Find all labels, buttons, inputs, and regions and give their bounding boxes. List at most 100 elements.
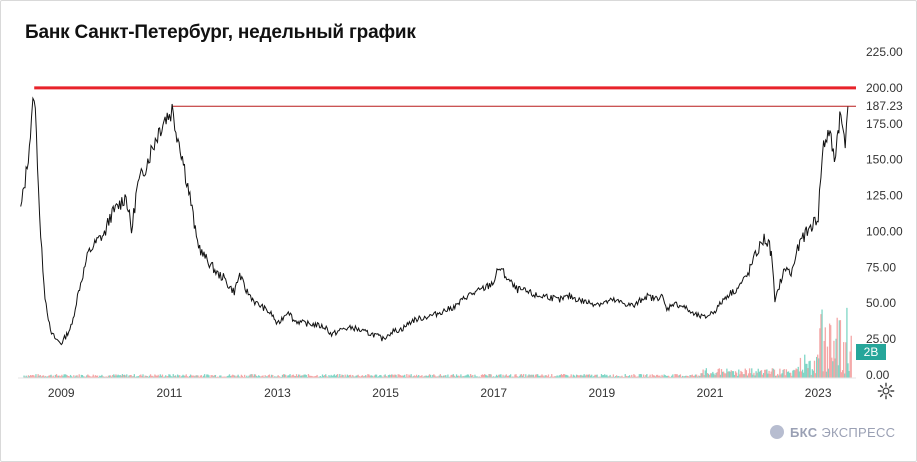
volume-bar: [386, 376, 389, 378]
volume-bar: [296, 376, 299, 378]
volume-bar: [725, 373, 727, 378]
volume-bar: [427, 375, 430, 378]
volume-bar: [728, 371, 730, 378]
volume-bar: [755, 371, 757, 378]
volume-bar: [739, 374, 741, 378]
volume-bar: [53, 376, 55, 378]
volume-bar: [512, 376, 514, 378]
volume-bar: [186, 376, 188, 378]
x-tick-label: 2019: [589, 386, 616, 400]
volume-bar: [438, 375, 440, 378]
volume-bar: [367, 374, 369, 378]
volume-bar: [583, 374, 585, 378]
volume-bar: [205, 376, 207, 378]
volume-bar: [405, 376, 407, 378]
volume-bar: [701, 373, 703, 378]
volume-bar: [682, 376, 685, 378]
volume-bar: [774, 375, 777, 378]
volume-bar: [707, 373, 710, 378]
volume-bar: [732, 371, 735, 378]
volume-bar: [815, 356, 818, 378]
volume-bar: [516, 376, 518, 378]
volume-bar: [366, 376, 368, 378]
volume-bar: [295, 374, 298, 378]
volume-bar: [577, 375, 579, 378]
volume-bar: [399, 375, 401, 378]
volume-bar: [56, 375, 59, 378]
volume-bar: [806, 363, 808, 378]
volume-bar: [400, 375, 403, 378]
volume-bar: [306, 376, 309, 378]
volume-bar: [638, 374, 640, 378]
volume-bar: [291, 374, 293, 378]
volume-bar: [635, 376, 637, 378]
volume-bar: [435, 376, 437, 378]
volume-bar: [601, 375, 604, 378]
volume-bar: [535, 374, 538, 378]
volume-bar: [495, 374, 498, 378]
volume-bar: [700, 373, 702, 378]
y-tick-label: 175.00: [866, 117, 903, 131]
volume-bar: [301, 375, 303, 378]
volume-bar: [179, 375, 181, 378]
volume-bar: [792, 370, 794, 378]
y-tick-label: 25.00: [866, 332, 896, 346]
volume-bar: [353, 376, 355, 378]
volume-bar: [148, 375, 151, 378]
volume-bar: [788, 372, 791, 378]
volume-bar: [786, 371, 789, 378]
volume-bar: [107, 375, 110, 378]
volume-bar: [444, 375, 446, 378]
volume-bar: [339, 374, 341, 378]
volume-bar: [741, 371, 743, 378]
volume-bar: [352, 374, 354, 378]
volume-bar: [671, 375, 673, 378]
volume-bar: [425, 375, 427, 378]
volume-bar: [800, 371, 803, 378]
volume-bar: [221, 376, 223, 378]
volume-bar: [51, 376, 53, 378]
volume-bar: [358, 376, 360, 378]
volume-bar: [754, 375, 756, 378]
volume-bar: [780, 374, 782, 378]
volume-bar: [450, 374, 452, 378]
y-tick-label: 125.00: [866, 189, 903, 203]
volume-bar: [459, 376, 461, 378]
volume-bar: [849, 351, 851, 378]
volume-bar: [238, 376, 240, 378]
volume-bar: [721, 371, 724, 378]
volume-bar: [100, 375, 102, 378]
settings-gear-icon[interactable]: [877, 382, 895, 400]
volume-bar: [255, 375, 258, 378]
volume-bar: [159, 374, 161, 378]
volume-bar: [184, 375, 186, 378]
volume-bar: [304, 374, 306, 378]
volume-bar: [109, 375, 112, 378]
volume-bar: [382, 376, 384, 378]
volume-bar: [62, 376, 64, 378]
volume-bar: [154, 374, 156, 378]
volume-bar: [494, 376, 497, 378]
volume-bar: [625, 375, 627, 378]
volume-bar: [573, 375, 576, 378]
volume-bar: [745, 370, 748, 378]
volume-bar: [640, 374, 643, 378]
brand-text: БКС ЭКСПРЕСС: [790, 424, 896, 440]
volume-bar: [490, 374, 492, 378]
volume-bar: [373, 375, 376, 378]
volume-bar: [468, 376, 471, 378]
volume-bar: [88, 375, 90, 378]
volume-bar: [231, 375, 233, 378]
volume-bar: [478, 376, 480, 378]
volume-bar: [98, 376, 100, 378]
volume-bar: [243, 374, 246, 378]
volume-bar: [55, 374, 58, 378]
volume-bar: [254, 374, 257, 378]
volume-bar: [189, 374, 192, 378]
volume-bar: [368, 374, 370, 378]
volume-bar: [522, 374, 525, 378]
x-tick-label: 2023: [805, 386, 832, 400]
volume-bar: [29, 375, 32, 378]
volume-bar: [76, 375, 78, 378]
